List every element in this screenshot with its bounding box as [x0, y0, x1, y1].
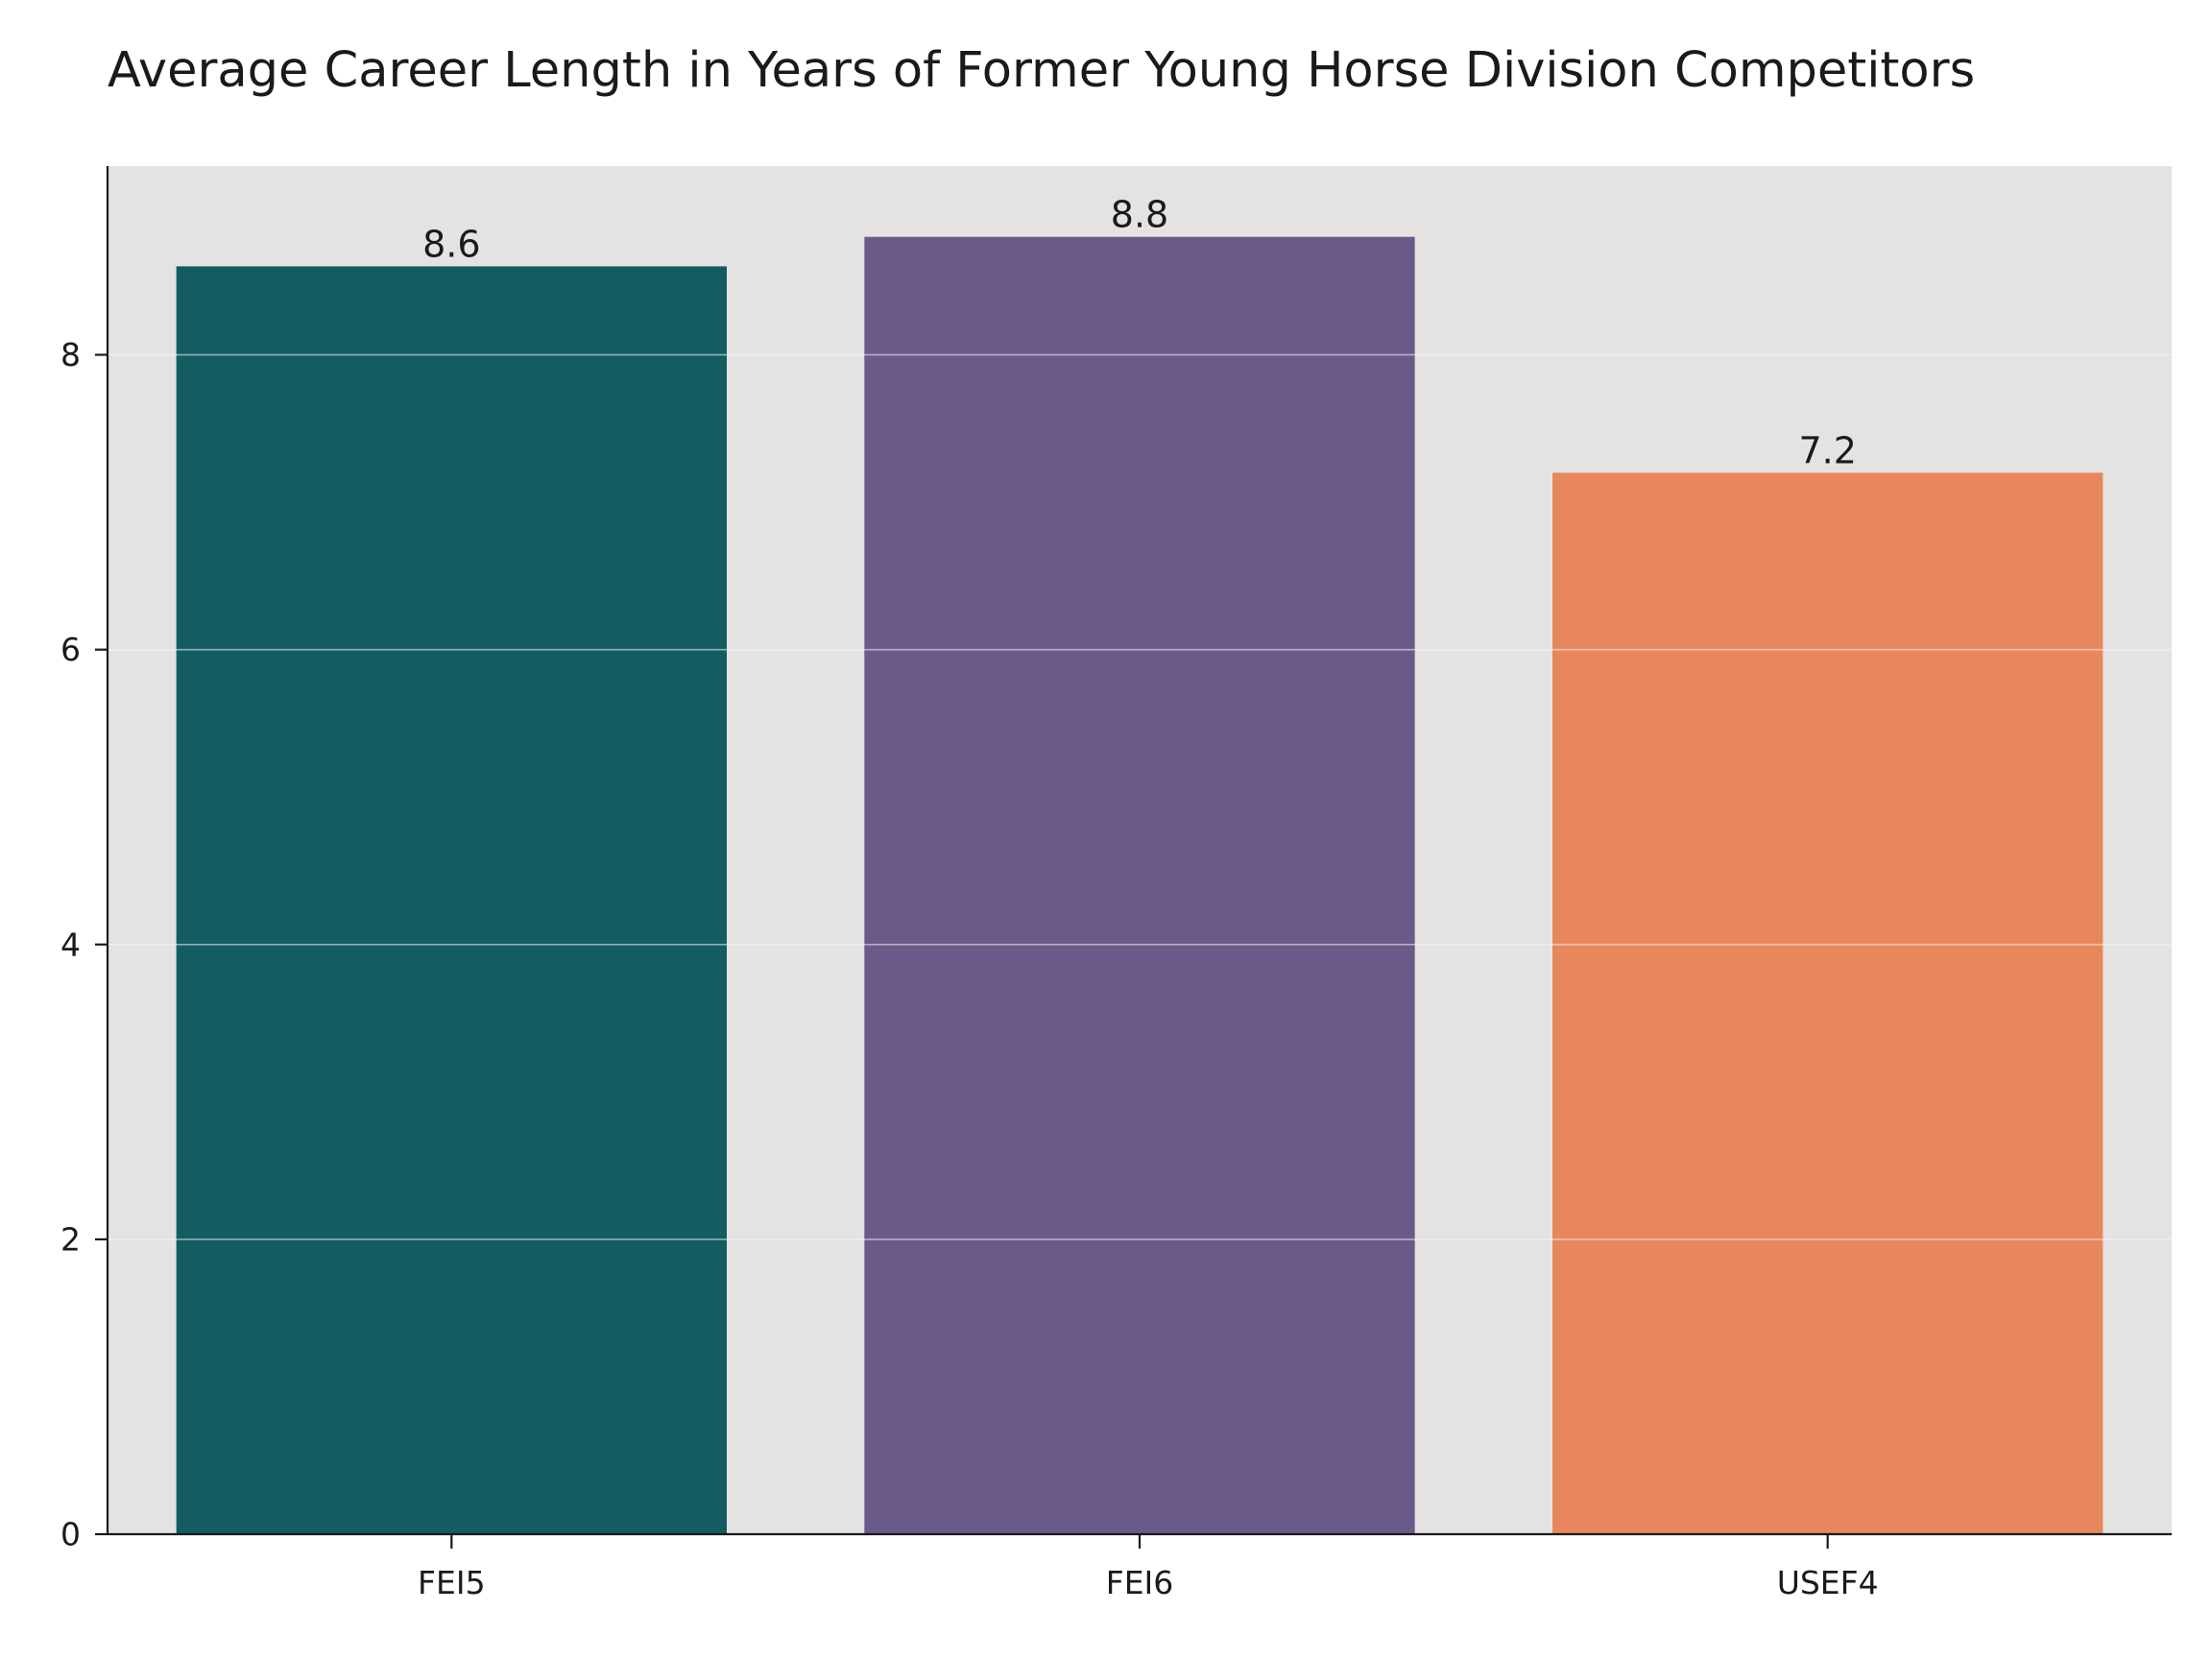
- y-tick-label-4: 4: [60, 926, 81, 963]
- labels: 0 2 4 6 8 FEI5 FEI6 USEF4 8.6 8.8 7.2: [60, 194, 1879, 1601]
- x-tick-label-fei6: FEI6: [1106, 1564, 1174, 1601]
- x-tick-label-usef4: USEF4: [1777, 1564, 1879, 1601]
- gridlines: [108, 353, 2172, 1240]
- data-label-fei5: 8.6: [422, 223, 480, 265]
- chart-title: Average Career Length in Years of Former…: [108, 42, 1976, 99]
- bar-fei5: [176, 266, 727, 1534]
- y-tick-label-0: 0: [60, 1516, 81, 1553]
- bars: [176, 236, 2104, 1535]
- bar-usef4: [1552, 472, 2104, 1535]
- bar-fei6: [864, 236, 1415, 1534]
- x-tick-label-fei5: FEI5: [418, 1564, 486, 1601]
- data-label-fei6: 8.8: [1111, 194, 1168, 236]
- axes: [95, 166, 2172, 1549]
- y-tick-label-6: 6: [60, 631, 81, 668]
- y-tick-label-8: 8: [60, 336, 81, 373]
- y-tick-label-2: 2: [60, 1220, 81, 1258]
- data-label-usef4: 7.2: [1798, 429, 1856, 471]
